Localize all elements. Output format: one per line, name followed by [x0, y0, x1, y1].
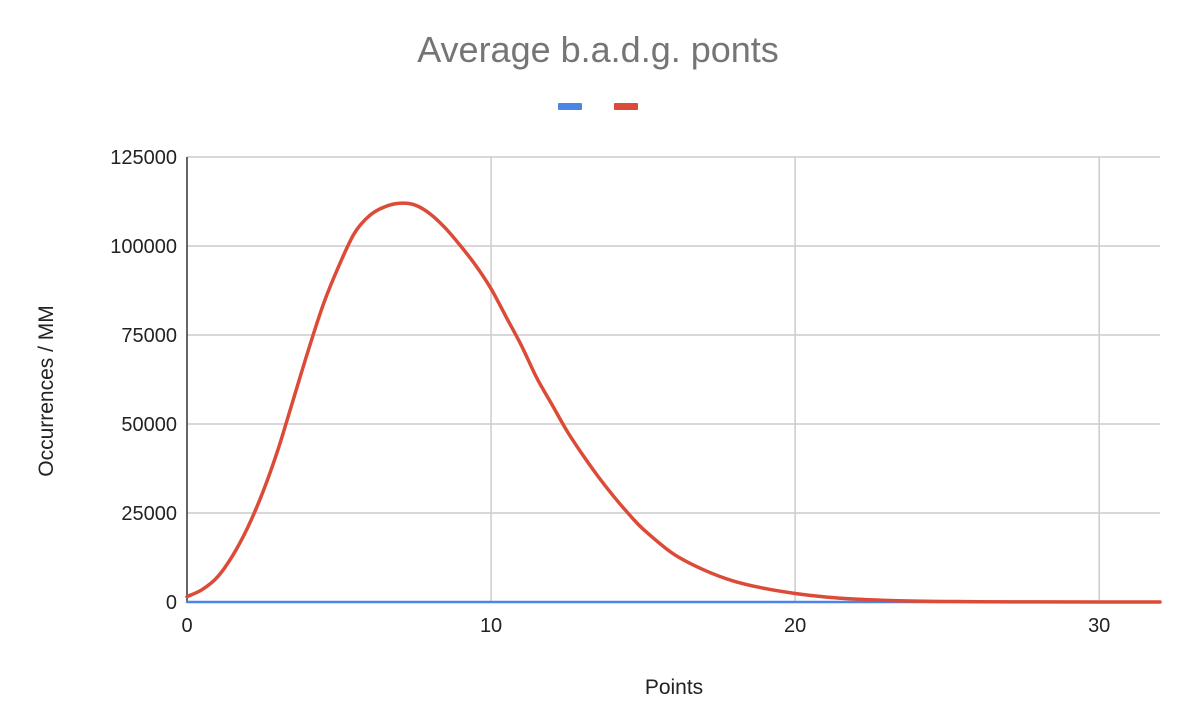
axes	[186, 157, 1160, 603]
legend	[558, 103, 638, 110]
y-tick-label: 25000	[121, 503, 177, 525]
legend-swatch-2	[614, 103, 638, 110]
x-tick-label: 30	[1088, 615, 1110, 637]
y-tick-label: 125000	[110, 147, 177, 169]
chart-title: Average b.a.d.g. ponts	[417, 29, 779, 70]
y-tick-label: 50000	[121, 414, 177, 436]
x-tick-label: 0	[181, 615, 192, 637]
series-line-2	[185, 201, 1162, 604]
x-axis-label: Points	[645, 676, 703, 699]
y-tick-label: 75000	[121, 325, 177, 347]
x-tick-label: 20	[784, 615, 806, 637]
tick-labels: 0 25000 50000 75000 100000 125000 0 10 20 30	[110, 147, 1110, 637]
y-tick-label: 100000	[110, 236, 177, 258]
y-tick-label: 0	[166, 592, 177, 614]
legend-swatch-1	[558, 103, 582, 110]
series-lines	[185, 201, 1162, 604]
x-tick-label: 10	[480, 615, 502, 637]
y-axis-label: Occurrences / MM	[35, 305, 58, 477]
gridlines	[187, 156, 1160, 602]
